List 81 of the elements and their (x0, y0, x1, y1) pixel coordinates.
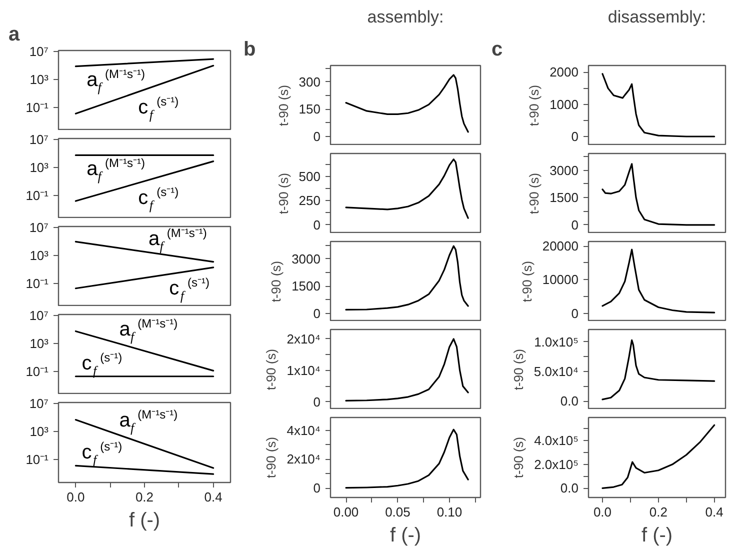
y-tick-label: 1x10⁴ (286, 362, 321, 378)
line-series (345, 74, 469, 133)
y-tick-label: 2x10⁴ (286, 452, 321, 467)
x-tick-label: 0.4 (204, 490, 222, 504)
y-tick-label: 1000 (550, 96, 578, 112)
y-tick-label: 10³ (30, 72, 50, 88)
x-axis-title: f (-) (390, 524, 422, 546)
x-axis-title: f (-) (128, 510, 160, 532)
y-axis-title: t-90 (s) (526, 84, 542, 126)
y-axis-title: t-90 (s) (511, 436, 526, 478)
x-tick-label: 0.10 (436, 504, 462, 520)
y-tick-label: 2.0x10⁵ (534, 456, 578, 472)
y-axis-title: t-90 (s) (264, 436, 279, 478)
line-series (345, 428, 469, 489)
line-series (345, 245, 469, 310)
y-tick-label: 20000 (542, 238, 579, 254)
text: b (244, 38, 256, 60)
y-tick-label: 3000 (292, 251, 320, 266)
y-tick-label: 0 (313, 394, 321, 410)
x-tick-label: 0.0 (593, 504, 612, 520)
y-tick-label: 2x10⁴ (286, 331, 321, 346)
y-tick-label: 5.0x10⁴ (534, 364, 579, 380)
y-tick-label: 250 (298, 193, 321, 208)
y-tick-label: 2000 (550, 64, 578, 80)
x-axis-title: f (-) (641, 524, 673, 546)
y-tick-label: 10⁷ (29, 132, 49, 148)
y-axis-title: t-90 (s) (519, 260, 534, 302)
y-tick-label: 10⁷ (29, 308, 49, 324)
y-tick-label: 4.0x10⁵ (534, 433, 578, 448)
y-tick-label: 1500 (292, 278, 320, 294)
x-tick-label: 0.2 (649, 504, 668, 520)
y-tick-label: 10⁻¹ (26, 100, 50, 115)
y-tick-label: 10⁻¹ (26, 364, 50, 379)
line-series (602, 339, 716, 400)
y-tick-label: 10⁻¹ (26, 452, 50, 467)
y-tick-label: 0 (571, 306, 579, 321)
chart-title: disassembly: (608, 8, 706, 26)
y-tick-label: 0.0 (560, 394, 579, 409)
y-tick-label: 500 (298, 169, 321, 184)
y-tick-label: 0 (313, 480, 321, 496)
y-axis-title: t-90 (s) (264, 348, 279, 390)
x-tick-label: 0.00 (333, 504, 359, 520)
line-series (602, 248, 716, 314)
y-tick-label: 10000 (542, 272, 579, 288)
y-tick-label: 0 (571, 217, 579, 232)
text: a (8, 24, 20, 46)
y-tick-label: 0 (313, 128, 321, 144)
y-axis-title: t-90 (s) (510, 348, 526, 390)
y-tick-label: 10³ (30, 248, 50, 264)
chart-title: assembly: (367, 8, 444, 26)
line-series (602, 163, 716, 226)
y-tick-label: 300 (298, 74, 321, 90)
y-tick-label: 0 (313, 217, 321, 232)
x-tick-label: 0.0 (66, 490, 85, 504)
y-axis-title: t-90 (s) (526, 172, 542, 214)
x-tick-label: 0.05 (385, 504, 410, 520)
y-tick-label: 10³ (30, 160, 50, 176)
y-tick-label: 150 (298, 102, 321, 117)
y-tick-label: 10⁷ (29, 396, 49, 412)
y-tick-label: 10³ (30, 336, 50, 352)
y-tick-label: 0 (571, 129, 579, 144)
line-series (345, 158, 469, 219)
y-axis-title: t-90 (s) (276, 172, 291, 214)
y-tick-label: 10⁷ (29, 220, 49, 236)
x-tick-label: 0.4 (705, 504, 724, 520)
text: c (492, 38, 503, 60)
y-tick-label: 1.0x10⁵ (534, 334, 578, 350)
y-tick-label: 3000 (550, 162, 578, 178)
line-series (602, 424, 716, 490)
y-tick-label: 0 (313, 306, 321, 321)
y-tick-label: 10³ (30, 424, 50, 440)
y-tick-label: 10⁷ (29, 44, 49, 60)
y-axis-title: t-90 (s) (268, 260, 284, 302)
y-axis-title: t-90 (s) (276, 84, 291, 126)
line-series (345, 338, 469, 402)
y-tick-label: 10⁻¹ (26, 276, 50, 291)
line-series (602, 73, 716, 138)
y-tick-label: 1500 (550, 190, 578, 206)
y-tick-label: 10⁻¹ (26, 188, 50, 203)
y-tick-label: 4x10⁴ (286, 422, 321, 438)
x-tick-label: 0.2 (135, 490, 154, 504)
